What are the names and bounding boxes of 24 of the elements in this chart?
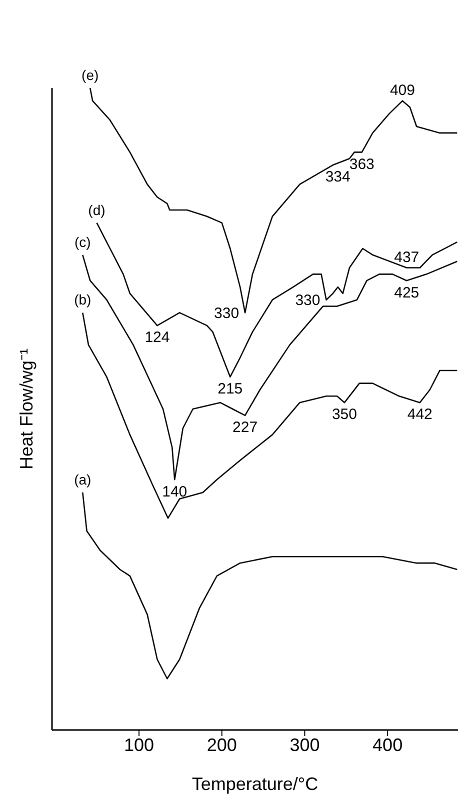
series-label: (d)	[88, 202, 106, 218]
x-tick-label: 300	[290, 734, 320, 755]
series-label: (a)	[74, 471, 92, 488]
annotation: 140	[162, 483, 188, 500]
annotation: 227	[232, 419, 258, 436]
x-axis-title: Temperature/°C	[192, 774, 318, 794]
annotation: 334	[325, 168, 350, 186]
series-label: (b)	[74, 292, 92, 308]
x-tick-label: 400	[372, 734, 403, 755]
series-label: (e)	[82, 67, 99, 83]
annotation: 215	[218, 380, 243, 398]
annotation: 330	[295, 292, 320, 310]
annotation: 437	[394, 248, 420, 266]
annotation: 363	[349, 156, 374, 173]
annotation: 442	[407, 406, 432, 424]
annotation: 330	[214, 305, 240, 322]
annotation: 409	[390, 82, 415, 99]
x-tick-label: 200	[206, 734, 237, 755]
x-tick-label: 100	[124, 734, 154, 755]
annotation: 425	[394, 284, 420, 302]
y-axis-title: Heat Flow/wg⁻¹	[16, 348, 36, 470]
annotation: 124	[144, 329, 170, 346]
annotation: 350	[332, 406, 357, 424]
series-label: (c)	[74, 234, 91, 250]
